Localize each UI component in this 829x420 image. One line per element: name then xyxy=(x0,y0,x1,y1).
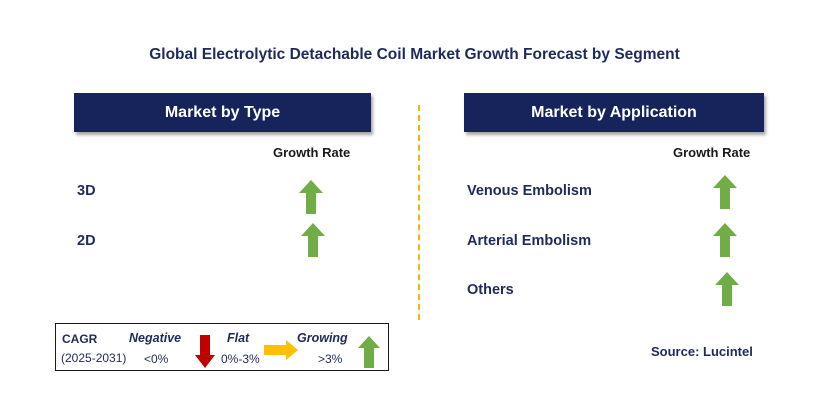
up-arrow-icon xyxy=(715,272,739,306)
up-arrow-icon xyxy=(299,180,323,214)
source-note: Source: Lucintel xyxy=(651,344,753,359)
type-growth-rate-label: Growth Rate xyxy=(273,145,351,160)
legend-cagr-label: CAGR xyxy=(62,332,98,346)
type-panel-header: Market by Type xyxy=(74,93,371,132)
application-growth-rate-label: Growth Rate xyxy=(673,145,751,160)
page-title: Global Electrolytic Detachable Coil Mark… xyxy=(149,46,680,63)
panel-divider xyxy=(418,105,420,320)
legend-flat-label: Flat xyxy=(227,331,250,345)
legend-flat-range: 0%-3% xyxy=(221,352,260,366)
legend-growing-label: Growing xyxy=(297,331,348,345)
up-arrow-icon xyxy=(713,175,737,209)
right-arrow-icon xyxy=(264,340,298,360)
type-row-label-2d: 2D xyxy=(77,233,96,249)
application-row-label-others: Others xyxy=(467,282,514,298)
application-panel-header: Market by Application xyxy=(464,93,764,132)
legend-growing-range: >3% xyxy=(318,352,343,366)
up-arrow-icon xyxy=(358,336,380,368)
legend-period: (2025-2031) xyxy=(61,351,127,365)
up-arrow-icon xyxy=(713,223,737,257)
type-row-label-3d: 3D xyxy=(77,183,96,199)
application-row-label-venous: Venous Embolism xyxy=(467,183,592,199)
legend-negative-range: <0% xyxy=(144,352,169,366)
application-row-label-arterial: Arterial Embolism xyxy=(467,233,592,249)
down-arrow-icon xyxy=(195,335,215,368)
cagr-legend: CAGR (2025-2031) Negative <0% Flat 0%-3%… xyxy=(55,323,389,371)
legend-negative-label: Negative xyxy=(129,331,182,345)
up-arrow-icon xyxy=(301,223,325,257)
